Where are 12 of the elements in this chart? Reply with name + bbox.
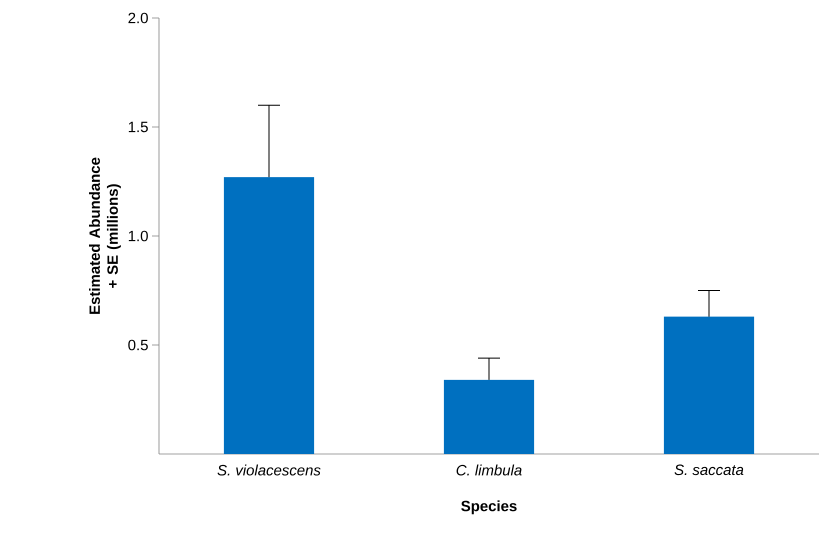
bar <box>444 380 534 454</box>
y-tick-label: 1.0 <box>128 230 148 242</box>
y-tick-label: 1.5 <box>128 122 148 132</box>
bar <box>664 316 754 454</box>
x-tick-label: S. violacescens <box>218 464 321 476</box>
x-tick-label: S. saccata <box>674 464 744 476</box>
x-axis-title: Species <box>461 500 517 514</box>
y-axis-title: Estimated Abundance + SE (millions) <box>89 158 121 314</box>
y-tick-label: 2.0 <box>128 12 148 24</box>
bar <box>224 177 314 454</box>
y-tick-label: 0.5 <box>128 340 148 350</box>
x-tick-label: C. limbula <box>456 464 522 476</box>
